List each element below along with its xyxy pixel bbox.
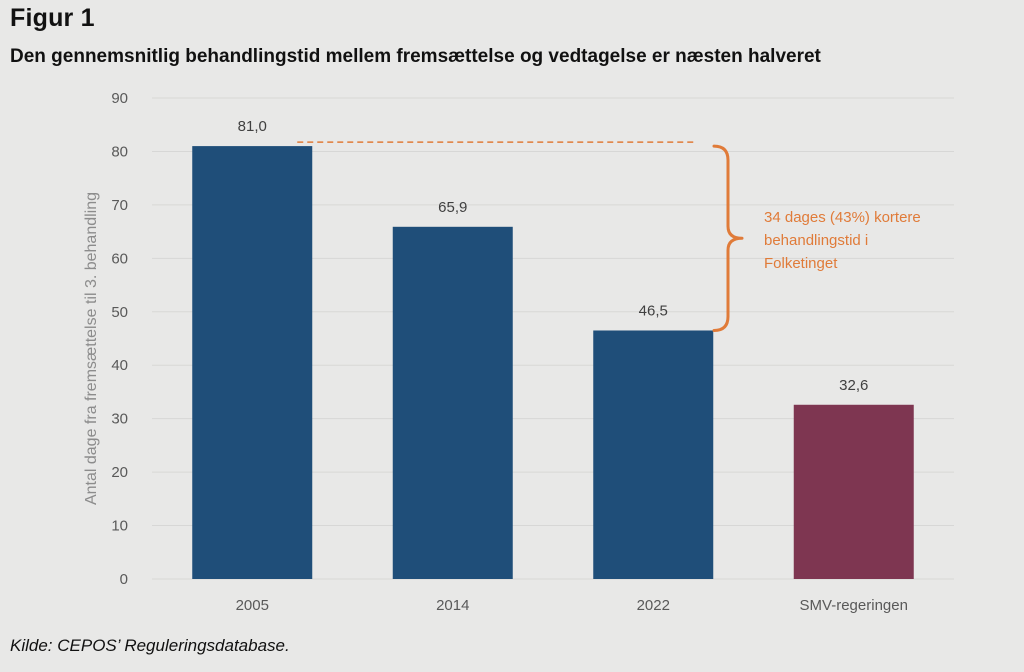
bar-value-label: 46,5: [639, 302, 668, 319]
x-category-label: 2005: [236, 597, 269, 614]
y-tick-label: 30: [111, 411, 128, 428]
bar-2014: [392, 226, 513, 579]
bar-smv-regeringen: [793, 404, 914, 579]
source-note: Kilde: CEPOS’ Reguleringsdatabase.: [10, 636, 290, 655]
annotation-text-line: Folketinget: [764, 255, 838, 272]
annotation: 34 dages (43%) kortere behandlingstid i Fo…: [297, 141, 921, 332]
bar-value-label: 81,0: [238, 118, 267, 135]
x-category-label: 2022: [637, 597, 670, 614]
y-tick-label: 90: [111, 90, 128, 107]
y-tick-label: 60: [111, 250, 128, 267]
curly-brace: [712, 144, 744, 332]
bar-value-label: 65,9: [438, 199, 467, 216]
annotation-text-line: 34 dages (43%) kortere: [764, 209, 921, 226]
y-tick-label: 10: [111, 518, 128, 535]
y-tick-label: 40: [111, 357, 128, 374]
y-axis-title: Antal dage fra fremsættelse til 3. behan…: [83, 192, 100, 505]
x-category-label: 2014: [436, 597, 469, 614]
y-tick-label: 50: [111, 304, 128, 321]
x-category-label: SMV-regeringen: [800, 597, 908, 614]
bar-2022: [593, 330, 714, 579]
y-tick-label: 70: [111, 197, 128, 214]
bar-2005: [192, 146, 313, 579]
bar-value-label: 32,6: [839, 377, 868, 394]
figure-title: Den gennemsnitlig behandlingstid mellem …: [10, 46, 821, 67]
y-tick-label: 80: [111, 143, 128, 160]
y-tick-label: 20: [111, 464, 128, 481]
bars: 81,0 2005 65,9 2014 46,5 2022 32,6 SMV-regering…: [192, 118, 914, 614]
figure-label: Figur 1: [10, 4, 95, 32]
annotation-text-line: behandlingstid i: [764, 232, 868, 249]
y-tick-label: 0: [120, 571, 128, 588]
y-axis-ticks: 0 10 20 30 40 50 60 70 80 90: [111, 90, 128, 588]
